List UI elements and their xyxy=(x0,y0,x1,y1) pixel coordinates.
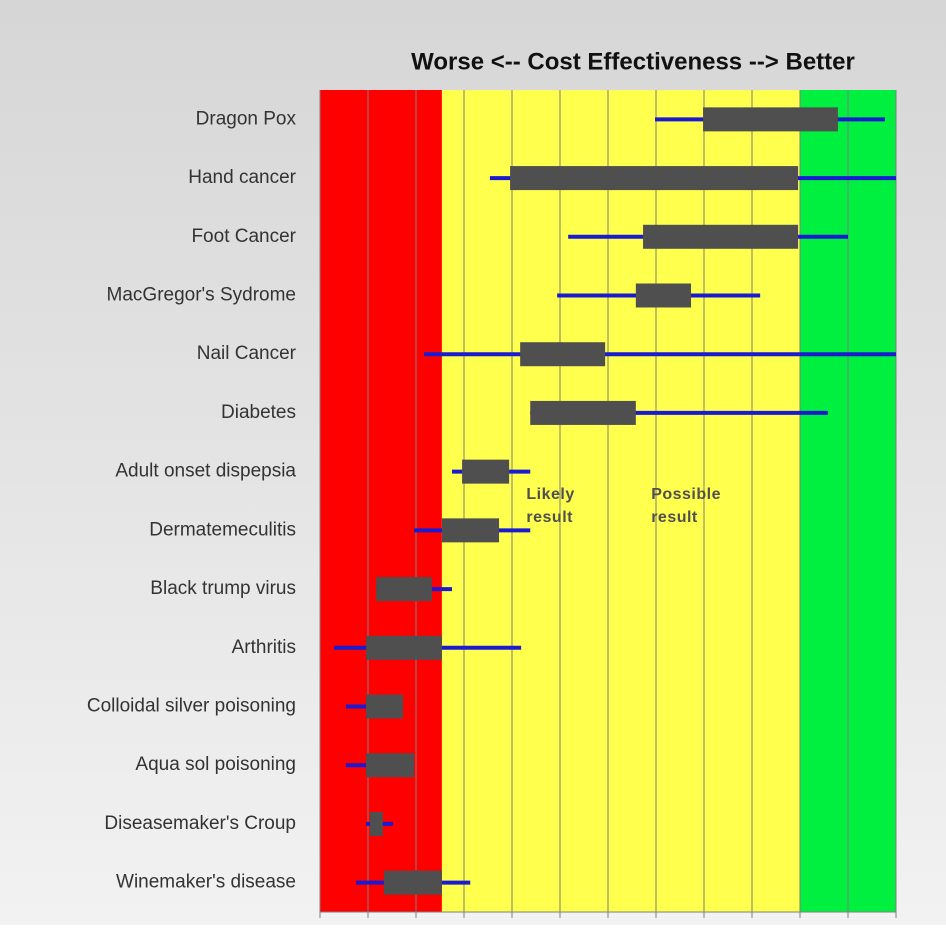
category-label: MacGregor's Sydrome xyxy=(107,285,296,306)
category-label: Arthritis xyxy=(232,637,296,658)
box xyxy=(643,224,799,249)
box xyxy=(462,459,510,484)
category-label: Dragon Pox xyxy=(196,108,297,129)
zone xyxy=(320,90,442,912)
annotation: Likely result xyxy=(526,486,574,526)
box xyxy=(366,694,404,719)
chart-title: Worse <-- Cost Effectiveness --> Better xyxy=(411,48,855,75)
category-label: Foot Cancer xyxy=(191,226,296,247)
category-label: Hand cancer xyxy=(188,167,296,188)
box xyxy=(703,107,838,132)
annotation-line: Possible xyxy=(651,486,721,503)
box xyxy=(520,342,606,367)
box xyxy=(635,283,692,308)
box xyxy=(383,870,442,895)
annotation: Possible result xyxy=(651,486,721,526)
annotation-line: result xyxy=(651,509,698,526)
category-label: Diabetes xyxy=(221,402,296,423)
zone xyxy=(441,90,800,912)
category-label: Nail Cancer xyxy=(197,343,297,364)
box xyxy=(366,635,442,660)
category-label: Winemaker's disease xyxy=(116,872,296,893)
category-label: Colloidal silver poisoning xyxy=(87,696,296,717)
box xyxy=(369,811,383,836)
annotation-line: Likely xyxy=(526,486,574,503)
box xyxy=(366,753,415,778)
category-label: Dermatemeculitis xyxy=(149,519,296,540)
box xyxy=(510,166,799,191)
box xyxy=(441,518,500,543)
box xyxy=(530,400,636,425)
annotation-line: result xyxy=(526,509,573,526)
category-label: Aqua sol poisoning xyxy=(135,754,296,775)
category-label: Diseasemaker's Croup xyxy=(104,813,296,834)
category-label: Adult onset dispepsia xyxy=(115,461,296,482)
box xyxy=(376,577,432,602)
category-label: Black trump virus xyxy=(150,578,296,599)
